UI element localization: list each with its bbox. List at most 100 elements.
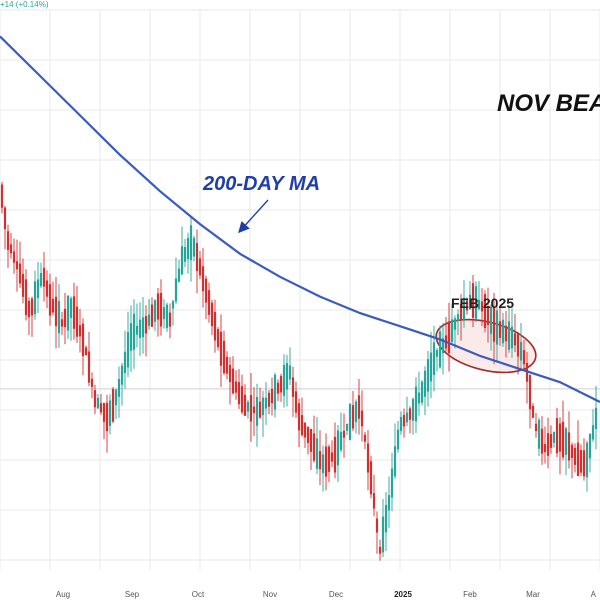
candle bbox=[381, 499, 385, 558]
candle bbox=[24, 269, 28, 321]
candle bbox=[252, 387, 256, 437]
candle-body bbox=[219, 331, 223, 366]
candle bbox=[39, 262, 43, 289]
candle bbox=[486, 287, 490, 343]
x-tick-label: Sep bbox=[125, 590, 140, 599]
candle bbox=[162, 299, 166, 329]
candle-body bbox=[42, 267, 46, 287]
candle bbox=[108, 394, 112, 435]
candle bbox=[357, 379, 361, 435]
candle bbox=[93, 384, 97, 415]
candle-body bbox=[222, 340, 226, 374]
candle bbox=[519, 323, 523, 371]
candle bbox=[549, 425, 553, 454]
candle-body bbox=[213, 311, 217, 341]
candle-body bbox=[120, 365, 124, 385]
candle bbox=[513, 314, 517, 353]
candle bbox=[588, 433, 592, 473]
candle bbox=[168, 303, 172, 339]
candle bbox=[387, 476, 391, 528]
ma-line bbox=[0, 35, 600, 403]
candle-body bbox=[546, 433, 550, 456]
candle-body bbox=[348, 403, 352, 440]
candle-body bbox=[300, 415, 304, 436]
candle bbox=[288, 347, 292, 386]
candle-body bbox=[414, 386, 418, 422]
candle bbox=[564, 426, 568, 476]
candle bbox=[300, 397, 304, 437]
candle bbox=[240, 374, 244, 415]
candle bbox=[489, 304, 493, 351]
candle-body bbox=[114, 389, 118, 406]
candle-body bbox=[168, 312, 172, 327]
candle bbox=[69, 296, 73, 341]
candle-body bbox=[72, 296, 76, 329]
candle bbox=[282, 354, 286, 408]
candle-body bbox=[450, 319, 454, 342]
candle-body bbox=[408, 408, 412, 420]
candle-body bbox=[252, 406, 256, 414]
candle bbox=[348, 403, 352, 441]
candle bbox=[384, 492, 388, 552]
candle bbox=[390, 452, 394, 512]
candle bbox=[12, 238, 16, 274]
candle-body bbox=[357, 395, 361, 419]
candle-body bbox=[561, 421, 565, 458]
candle bbox=[420, 380, 424, 406]
candle bbox=[555, 407, 559, 458]
grid-layer bbox=[0, 9, 600, 570]
candle-body bbox=[183, 246, 187, 262]
candle-body bbox=[570, 444, 574, 459]
x-tick-label: Aug bbox=[56, 590, 70, 599]
candle bbox=[351, 391, 355, 432]
candle-body bbox=[69, 298, 73, 318]
candle-body bbox=[264, 397, 268, 409]
candle-body bbox=[78, 325, 82, 337]
candle bbox=[177, 259, 181, 283]
candle-body bbox=[57, 301, 61, 334]
candle bbox=[339, 412, 343, 453]
candle-body bbox=[549, 433, 553, 448]
candle bbox=[210, 299, 214, 336]
candle-body bbox=[504, 325, 508, 342]
candle bbox=[522, 339, 526, 369]
candle-body bbox=[12, 251, 16, 263]
candle-body bbox=[327, 446, 331, 472]
candle bbox=[297, 398, 301, 448]
candle bbox=[9, 232, 13, 259]
candle bbox=[453, 315, 457, 349]
candle-body bbox=[147, 314, 151, 326]
candle bbox=[501, 313, 505, 347]
candle-body bbox=[123, 351, 127, 374]
candle bbox=[186, 232, 190, 274]
candle-body bbox=[63, 308, 67, 328]
candle-body bbox=[387, 495, 391, 511]
candle bbox=[429, 331, 433, 399]
candle bbox=[126, 311, 130, 377]
candle-body bbox=[564, 428, 568, 455]
candle-body bbox=[537, 419, 541, 449]
candle-body bbox=[501, 319, 505, 344]
candle bbox=[492, 292, 496, 365]
candle bbox=[585, 440, 589, 492]
candle-body bbox=[366, 443, 370, 473]
candle-body bbox=[540, 428, 544, 454]
candle bbox=[261, 390, 265, 438]
candle bbox=[153, 299, 157, 331]
candle-body bbox=[192, 237, 196, 257]
candle bbox=[573, 443, 577, 473]
candle-body bbox=[153, 300, 157, 322]
x-axis: Aug Sep Oct Nov Dec 2025 Feb Mar A bbox=[56, 590, 597, 599]
candle-body bbox=[141, 317, 145, 338]
candle-body bbox=[237, 382, 241, 405]
candle bbox=[507, 305, 511, 353]
candle bbox=[222, 330, 226, 376]
candle-body bbox=[135, 325, 139, 335]
candle bbox=[558, 417, 562, 475]
candle-body bbox=[276, 382, 280, 394]
candle-body bbox=[381, 516, 385, 553]
candle-body bbox=[354, 401, 358, 423]
candle-body bbox=[30, 298, 34, 316]
candle-body bbox=[303, 422, 307, 438]
candle-body bbox=[255, 396, 259, 426]
